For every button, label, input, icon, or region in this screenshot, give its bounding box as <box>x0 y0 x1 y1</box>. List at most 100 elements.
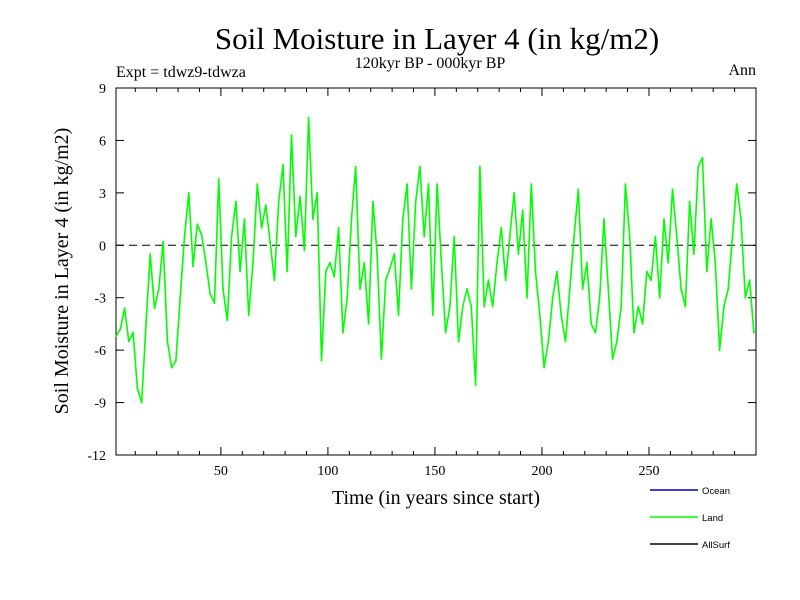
data-point <box>127 340 130 343</box>
data-point <box>466 288 468 290</box>
data-point <box>624 183 627 186</box>
data-point <box>500 226 503 229</box>
y-tick-label: -9 <box>94 397 106 412</box>
data-point <box>538 314 541 317</box>
data-point <box>342 331 344 334</box>
data-point <box>521 209 524 212</box>
data-point <box>243 218 246 221</box>
data-point <box>376 253 378 255</box>
y-tick-label: -3 <box>94 292 106 307</box>
data-point <box>735 183 738 186</box>
data-point <box>175 359 177 362</box>
data-point <box>457 340 460 343</box>
data-point <box>431 314 434 317</box>
data-point <box>273 279 276 282</box>
y-tick-label: 6 <box>99 134 106 149</box>
y-tick-label: -12 <box>87 449 106 464</box>
data-point <box>329 261 331 264</box>
data-point <box>680 288 682 290</box>
data-point <box>307 116 310 119</box>
data-point <box>247 314 250 317</box>
x-axis-label: Time (in years since start) <box>332 487 540 509</box>
data-point <box>367 323 370 325</box>
data-point <box>671 188 674 191</box>
legend: Ocean Land AllSurf <box>650 486 730 551</box>
data-point <box>299 195 301 198</box>
data-point <box>449 305 451 308</box>
y-axis-label: Soil Moisture in Layer 4 (in kg/m2) <box>51 128 73 415</box>
data-point <box>543 366 545 369</box>
data-point <box>157 288 160 290</box>
data-point <box>316 192 319 194</box>
data-point <box>526 296 528 299</box>
data-point <box>594 331 597 334</box>
data-point <box>140 401 143 404</box>
data-point <box>453 235 456 238</box>
data-point <box>705 270 708 273</box>
data-point <box>200 233 203 236</box>
data-point <box>504 279 507 282</box>
data-point <box>633 331 635 334</box>
data-point <box>179 296 182 299</box>
data-point <box>551 296 554 299</box>
data-point <box>123 307 126 310</box>
data-point <box>556 270 558 273</box>
data-point <box>153 307 156 310</box>
data-point <box>616 340 618 343</box>
data-point <box>564 340 567 343</box>
y-tick-label: -6 <box>94 344 106 359</box>
data-point <box>568 288 571 290</box>
data-point <box>187 192 190 194</box>
data-point <box>710 218 712 221</box>
data-point <box>354 165 357 168</box>
legend-label-ocean: Ocean <box>702 486 730 497</box>
data-point <box>491 305 494 308</box>
data-point <box>753 331 755 334</box>
data-point <box>701 157 704 159</box>
data-point <box>461 305 464 308</box>
data-point <box>397 314 400 317</box>
data-point <box>684 305 687 308</box>
data-point <box>226 319 229 322</box>
data-point <box>183 235 186 238</box>
data-point <box>744 296 747 299</box>
data-point <box>530 183 533 186</box>
data-point <box>149 253 152 255</box>
data-point <box>269 240 271 243</box>
data-point <box>487 279 490 282</box>
data-point <box>663 218 665 221</box>
data-point <box>581 288 584 290</box>
plot-frame <box>115 87 757 456</box>
data-point <box>380 358 383 360</box>
data-point <box>282 164 284 166</box>
data-point <box>718 349 721 351</box>
data-point <box>427 183 430 186</box>
data-point <box>479 165 481 168</box>
data-point <box>320 359 323 362</box>
chart-subtitle: 120kyr BP - 000kyr BP <box>355 55 506 72</box>
data-point <box>645 270 648 273</box>
data-point <box>641 323 644 325</box>
data-point <box>620 305 623 308</box>
data-point <box>607 288 610 290</box>
data-point <box>264 204 267 207</box>
data-point <box>414 200 417 203</box>
data-point <box>217 178 220 180</box>
data-point <box>372 200 374 203</box>
data-point <box>667 261 670 264</box>
data-point <box>675 235 678 238</box>
legend-label-land: Land <box>702 513 723 524</box>
data-point <box>393 253 396 255</box>
data-point <box>628 235 631 238</box>
data-point <box>260 226 263 229</box>
x-tick-label: 50 <box>214 464 228 479</box>
data-point <box>235 200 237 203</box>
data-point <box>384 279 387 282</box>
data-point <box>350 218 353 221</box>
x-tick-label: 150 <box>424 464 445 479</box>
x-tick-label: 100 <box>317 464 338 479</box>
data-point <box>145 323 147 325</box>
experiment-label: Expt = tdwz9-tdwza <box>116 64 246 81</box>
chart-title: Soil Moisture in Layer 4 (in kg/m2) <box>215 21 659 56</box>
